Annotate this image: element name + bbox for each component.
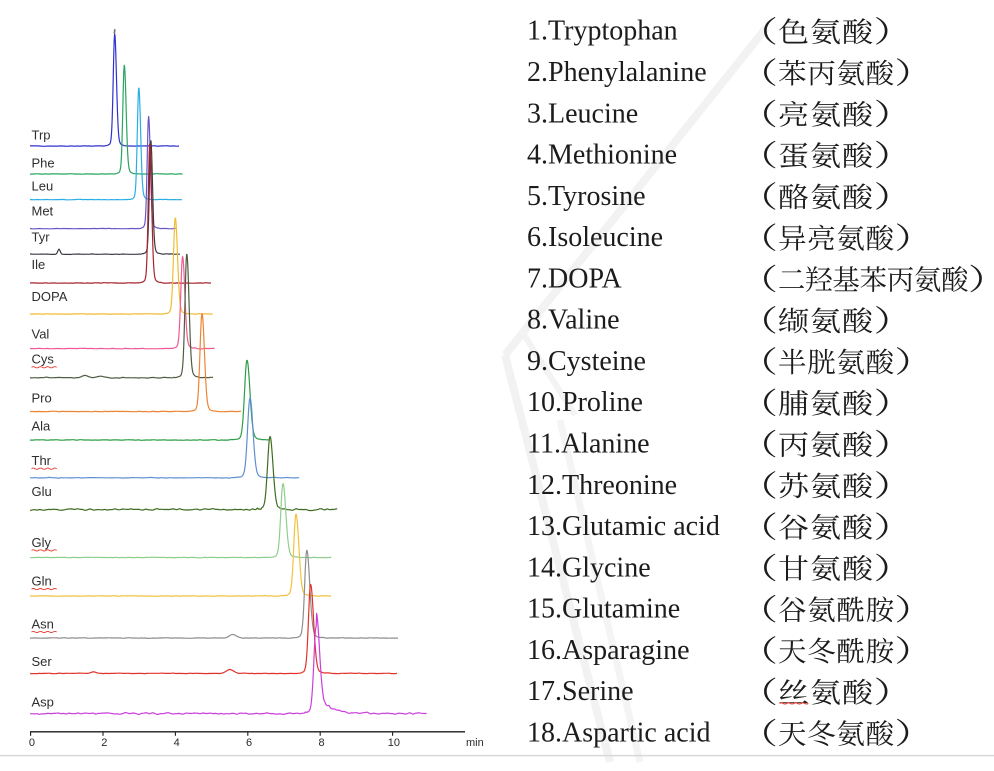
svg-text:4.Methionine: 4.Methionine <box>527 140 677 171</box>
svg-text:Phe: Phe <box>32 156 55 171</box>
svg-text:7.DOPA: 7.DOPA <box>527 263 622 294</box>
svg-text:11.Alanine: 11.Alanine <box>527 429 650 460</box>
svg-text:5.Tyrosine: 5.Tyrosine <box>527 181 646 212</box>
svg-text:Thr: Thr <box>32 453 52 468</box>
svg-text:Ala: Ala <box>32 418 52 433</box>
svg-text:10.Proline: 10.Proline <box>527 387 643 418</box>
svg-text:min: min <box>466 737 484 749</box>
svg-text:8: 8 <box>318 737 324 749</box>
svg-text:Ile: Ile <box>32 257 46 272</box>
svg-text:Glu: Glu <box>32 484 52 499</box>
svg-text:DOPA: DOPA <box>32 289 68 304</box>
svg-text:Gly: Gly <box>32 535 52 550</box>
svg-text:Met: Met <box>32 203 54 218</box>
svg-text:10: 10 <box>388 737 400 749</box>
svg-text:14.Glycine: 14.Glycine <box>527 552 651 583</box>
svg-text:Trp: Trp <box>32 127 51 142</box>
svg-text:Cys: Cys <box>32 352 55 367</box>
svg-text:15.Glutamine: 15.Glutamine <box>527 594 680 625</box>
svg-text:Tyr: Tyr <box>32 229 51 244</box>
svg-text:Asp: Asp <box>32 695 54 710</box>
svg-text:12.Threonine: 12.Threonine <box>527 470 677 501</box>
svg-text:9.Cysteine: 9.Cysteine <box>527 346 646 377</box>
svg-text:18.Aspartic acid: 18.Aspartic acid <box>527 718 711 749</box>
svg-text:3.Leucine: 3.Leucine <box>527 98 638 129</box>
svg-text:4: 4 <box>174 737 180 749</box>
svg-text:1.Tryptophan: 1.Tryptophan <box>527 16 678 47</box>
svg-text:Val: Val <box>32 327 50 342</box>
svg-text:Ser: Ser <box>32 654 53 669</box>
svg-text:13.Glutamic acid: 13.Glutamic acid <box>527 511 720 542</box>
svg-text:6.Isoleucine: 6.Isoleucine <box>527 222 663 253</box>
svg-text:2.Phenylalanine: 2.Phenylalanine <box>527 57 707 88</box>
svg-text:6: 6 <box>246 737 252 749</box>
svg-text:Pro: Pro <box>32 391 52 406</box>
svg-text:Gln: Gln <box>32 574 52 589</box>
svg-text:16.Asparagine: 16.Asparagine <box>527 635 690 666</box>
svg-text:2: 2 <box>101 737 107 749</box>
svg-text:Leu: Leu <box>32 179 54 194</box>
svg-text:17.Serine: 17.Serine <box>527 676 634 707</box>
svg-text:Asn: Asn <box>32 616 54 631</box>
svg-text:8.Valine: 8.Valine <box>527 305 620 336</box>
svg-text:0: 0 <box>29 737 35 749</box>
